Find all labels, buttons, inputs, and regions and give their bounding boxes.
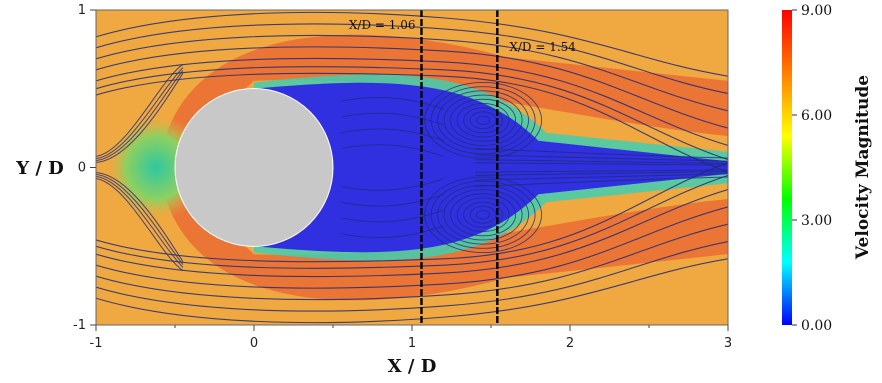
x-tick-label: 3 <box>724 336 732 351</box>
recirculation-line <box>340 209 444 223</box>
x-tick-label: 2 <box>566 336 574 351</box>
streamline <box>96 73 184 163</box>
streamline <box>475 170 728 176</box>
streamline <box>475 176 728 187</box>
recirculation-line <box>340 144 444 157</box>
vortex-ring <box>463 201 504 228</box>
streamline <box>96 258 728 324</box>
annotation-label: X/D = 1.54 <box>509 40 576 54</box>
colorbar-title: Velocity Magnitude <box>853 75 873 260</box>
cylinder <box>174 88 334 247</box>
streamline <box>96 240 728 312</box>
vortex-ring <box>476 115 491 125</box>
colorbar: 0.00 3.00 6.00 9.00 Velocity Magnitude <box>782 3 873 334</box>
x-axis-title: X / D <box>388 356 437 377</box>
streamline <box>96 189 728 278</box>
vortex-ring <box>430 180 536 249</box>
streamline <box>96 172 184 262</box>
colorbar-tick-label: 6.00 <box>801 108 832 124</box>
vortex-ring <box>469 205 497 224</box>
streamline <box>475 159 728 165</box>
vortex-ring <box>437 90 530 151</box>
streamline <box>96 46 728 129</box>
y-ticks: -1 0 1 <box>73 3 96 333</box>
streamline <box>96 57 728 146</box>
annotation-labels: X/D = 1.06 X/D = 1.54 <box>349 18 576 54</box>
y-axis-title: Y / D <box>15 158 64 179</box>
vortex-ring <box>456 197 510 232</box>
vortex-ring <box>443 189 523 241</box>
streamline <box>475 173 728 181</box>
streamline <box>96 223 728 301</box>
vortex-ring <box>456 102 510 138</box>
vortex-ring <box>469 111 497 130</box>
vortex-ring <box>450 98 517 142</box>
streamline <box>475 154 728 162</box>
recirculation-line <box>340 112 444 126</box>
recirculation-line <box>340 128 444 142</box>
vortex-ring <box>476 210 491 220</box>
wake-region <box>254 82 728 253</box>
vortex-ring <box>450 193 517 237</box>
streamline <box>96 72 728 173</box>
colorbar-tick-label: 0.00 <box>801 318 832 334</box>
x-tick-label: 0 <box>250 336 258 351</box>
streamline <box>96 162 728 263</box>
x-ticks: -1 0 1 2 3 <box>90 325 732 351</box>
streamline <box>475 162 728 166</box>
colorbar-ticks: 0.00 3.00 6.00 9.00 <box>792 3 832 334</box>
colorbar-tick-label: 9.00 <box>801 3 832 19</box>
recirculation-line <box>340 178 444 191</box>
streamline <box>475 169 728 173</box>
plot-area <box>96 10 728 325</box>
x-tick-label: 1 <box>408 336 416 351</box>
y-tick-label: -1 <box>73 318 86 333</box>
accel-band-bottom <box>159 167 728 301</box>
streamline <box>96 173 184 265</box>
vortex-ring <box>424 176 543 253</box>
streamline <box>475 148 728 159</box>
recirculation-line <box>340 225 444 238</box>
vortex-ring <box>463 107 504 134</box>
colorbar-bar <box>782 10 792 325</box>
vortex-ring <box>443 94 523 146</box>
vortex-ring <box>430 86 536 155</box>
annotation-lines <box>420 10 499 325</box>
streamline <box>96 23 728 95</box>
vortex-ring <box>424 81 543 159</box>
streamlines <box>96 11 728 324</box>
y-tick-label: 0 <box>78 161 86 176</box>
vortex-ring <box>437 184 530 245</box>
vortices <box>340 81 543 253</box>
streamline <box>96 34 728 112</box>
streamline <box>96 67 184 160</box>
recirculation-line <box>340 193 444 207</box>
accel-band-top <box>159 34 728 168</box>
streamline <box>96 63 184 157</box>
y-tick-label: 1 <box>78 3 86 18</box>
streamline <box>96 206 728 289</box>
streamline <box>96 11 728 77</box>
annotation-label: X/D = 1.06 <box>349 18 416 32</box>
x-tick-label: -1 <box>90 336 103 351</box>
streamline <box>96 175 184 268</box>
streamline <box>96 70 184 162</box>
colorbar-tick-label: 3.00 <box>801 213 832 229</box>
streamline <box>96 178 184 272</box>
recirculation-line <box>340 97 444 110</box>
